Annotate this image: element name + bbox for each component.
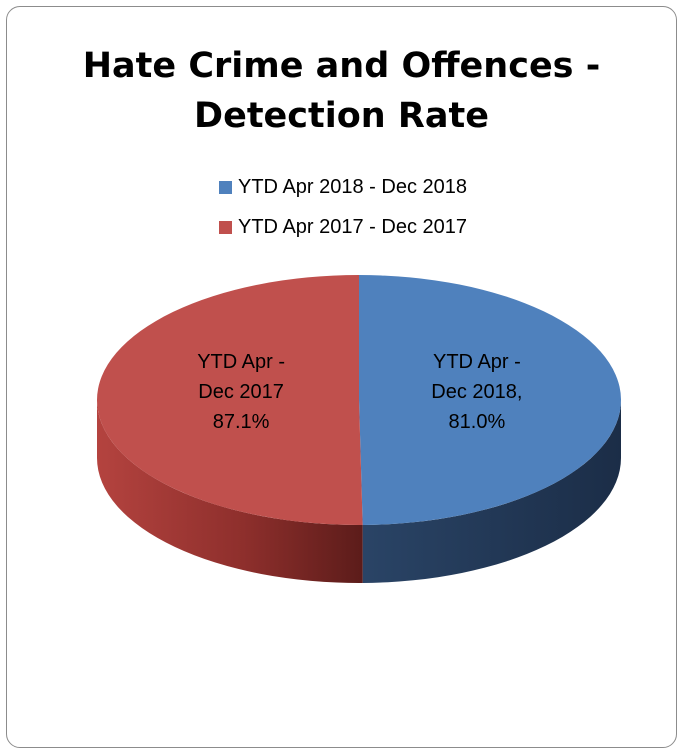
slice-label-2018-line-3: 81.0%	[449, 411, 506, 433]
legend-item-2017: YTD Apr 2017 - Dec 2017	[219, 207, 467, 247]
slice-label-2018-line-2: Dec 2018,	[431, 381, 522, 403]
legend-item-2018: YTD Apr 2018 - Dec 2018	[219, 167, 467, 207]
slice-label-2017-line-2: Dec 2017	[198, 381, 284, 403]
chart-title-line-1: Hate Crime and Offences -	[82, 46, 601, 86]
pie-side-2017	[97, 400, 363, 583]
legend-swatch-2018	[219, 180, 232, 194]
legend-swatch-2017	[219, 220, 232, 234]
legend-label-2017: YTD Apr 2017 - Dec 2017	[238, 215, 468, 238]
legend-label-2018: YTD Apr 2018 - Dec 2018	[238, 175, 468, 198]
slice-label-2018-line-1: YTD Apr -	[433, 351, 521, 373]
pie-side-2018	[362, 400, 621, 583]
chart-legend: YTD Apr 2018 - Dec 2018 YTD Apr 2017 - D…	[219, 167, 467, 247]
pie-top-faces	[97, 275, 622, 525]
slice-label-2017-line-3: 87.1%	[213, 411, 270, 433]
pie-data-labels: YTD Apr - Dec 2018, 81.0% YTD Apr - Dec 2017…	[197, 351, 522, 433]
slice-label-2018: YTD Apr - Dec 2018, 81.0%	[431, 351, 522, 433]
pie-side-walls	[97, 400, 621, 583]
slice-label-2017-line-1: YTD Apr -	[197, 351, 285, 373]
chart-title-line-2: Detection Rate	[194, 96, 489, 136]
slice-label-2017: YTD Apr - Dec 2017 87.1%	[197, 351, 285, 433]
chart-title: Hate Crime and Offences - Detection Rate	[7, 41, 676, 141]
pie-slice-2017	[97, 275, 363, 525]
pie-slice-2018	[359, 275, 622, 525]
